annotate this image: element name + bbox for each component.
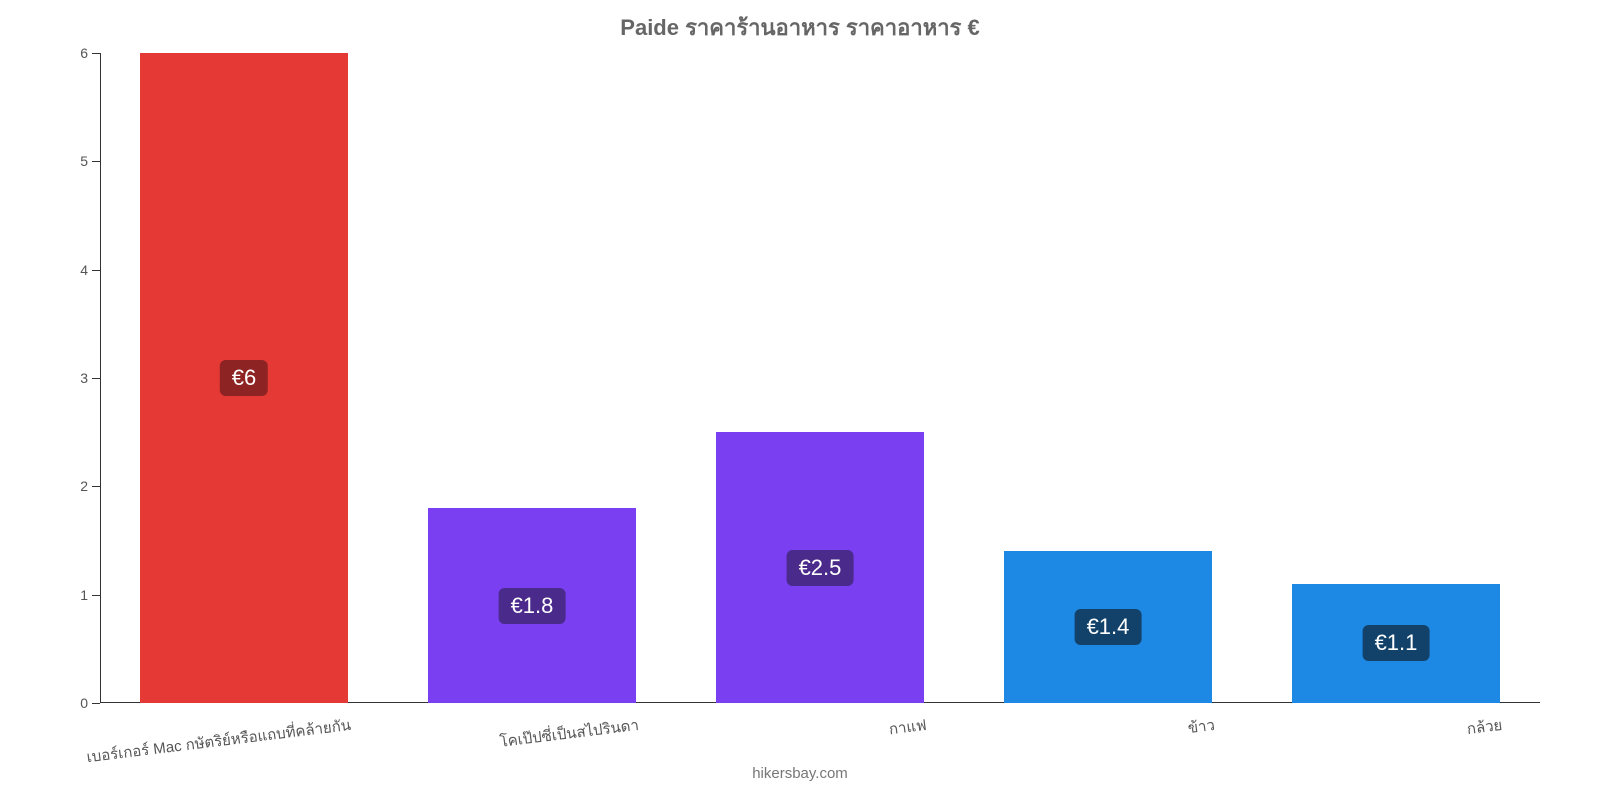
bar-value-label: €1.8 bbox=[499, 588, 566, 624]
x-category-label: กาแฟ bbox=[886, 703, 928, 741]
bars-layer: €6 €1.8 €2.5 €1.4 €1.1 bbox=[100, 53, 1540, 703]
bar-value-label: €1.4 bbox=[1075, 609, 1142, 645]
bar: €2.5 bbox=[716, 432, 923, 703]
bar-value-label: €6 bbox=[220, 360, 268, 396]
x-category-label: ข้าว bbox=[1185, 703, 1216, 740]
bar-value-label: €2.5 bbox=[787, 550, 854, 586]
y-tick-label: 5 bbox=[80, 153, 100, 169]
y-tick-label: 6 bbox=[80, 45, 100, 61]
bar: €1.8 bbox=[428, 508, 635, 703]
bar: €6 bbox=[140, 53, 347, 703]
bar: €1.1 bbox=[1292, 584, 1499, 703]
y-tick-label: 1 bbox=[80, 587, 100, 603]
price-chart: Paide ราคาร้านอาหาร ราคาอาหาร € €6 €1.8 €2… bbox=[0, 0, 1600, 800]
x-category-label: โคเป๊ปซี่เป็นสไปรินดา bbox=[497, 703, 640, 754]
y-tick-label: 2 bbox=[80, 478, 100, 494]
bar-value-label: €1.1 bbox=[1363, 625, 1430, 661]
attribution-text: hikersbay.com bbox=[0, 765, 1600, 782]
y-tick-label: 4 bbox=[80, 262, 100, 278]
chart-title: Paide ราคาร้านอาหาร ราคาอาหาร € bbox=[40, 10, 1560, 45]
y-tick-label: 0 bbox=[80, 695, 100, 711]
plot-area: €6€1.8€2.5€1.4€1.1 0123456เบอร์เกอร์ Mac… bbox=[100, 53, 1540, 703]
y-tick-label: 3 bbox=[80, 370, 100, 386]
x-category-label: เบอร์เกอร์ Mac กษัตริย์หรือแถบที่คล้ายกั… bbox=[84, 703, 352, 769]
x-category-label: กล้วย bbox=[1464, 703, 1503, 741]
bar: €1.4 bbox=[1004, 551, 1211, 703]
